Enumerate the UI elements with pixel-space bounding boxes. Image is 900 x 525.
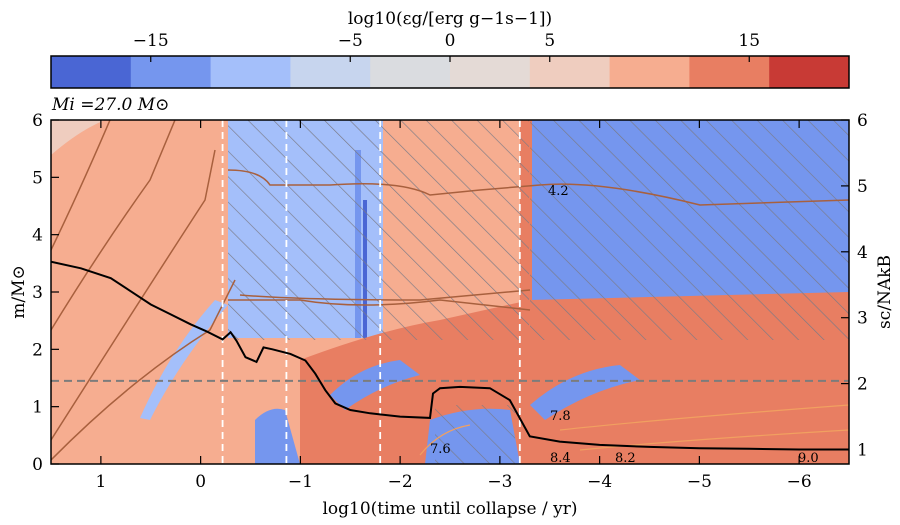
contour-label-2: 7.8 xyxy=(550,409,571,424)
convective-hatch-1 xyxy=(228,120,529,340)
y-left-tick-label: 3 xyxy=(32,283,43,303)
colorbar-swatch xyxy=(689,56,770,88)
cooling-contours xyxy=(419,404,849,456)
colorbar-tick-label: −5 xyxy=(338,31,363,51)
y-axis-right-label: sc/NAkB xyxy=(875,255,895,329)
contour-label-5: 9.0 xyxy=(798,451,819,466)
colorbar-swatch xyxy=(210,56,291,88)
colorbar-swatch xyxy=(290,56,371,88)
y-left-tick-label: 4 xyxy=(32,226,43,246)
x-axis-ticks: 1 0 −1 −2 −3 −4 −5 −6 xyxy=(95,120,812,492)
vertical-dashed-lines xyxy=(221,120,521,464)
colorbar-swatch xyxy=(529,56,611,88)
y-right-tick-label: 3 xyxy=(857,309,868,329)
contour-label-3: 7.6 xyxy=(430,442,451,457)
y-right-tick-label: 6 xyxy=(857,111,868,131)
contour-lines xyxy=(51,120,849,461)
y-right-tick-label: 5 xyxy=(857,177,868,197)
mass-annotation: Mi =27.0 M⊙ xyxy=(51,95,169,115)
y-left-tick-label: 6 xyxy=(32,111,43,131)
colorbar-tick-label: −15 xyxy=(133,31,169,51)
colorbar: −15 −5 0 5 15 log10(εg/[erg g−1s−1]) xyxy=(50,9,850,89)
central-entropy-curve xyxy=(51,260,849,451)
y-axis-left-label: m/M⊙ xyxy=(9,265,29,319)
x-tick-label: −2 xyxy=(388,472,413,492)
plot-area: 4.2 7.8 7.6 8.4 9.0 8.2 xyxy=(51,120,849,466)
region-pale-corner xyxy=(51,120,105,155)
colorbar-swatches xyxy=(51,56,850,88)
x-tick-label: 1 xyxy=(95,472,106,492)
region-lower-blue-1 xyxy=(255,408,300,464)
colorbar-swatch xyxy=(51,56,132,88)
x-tick-label: 0 xyxy=(195,472,206,492)
colorbar-swatch xyxy=(130,56,212,88)
colorbar-swatch xyxy=(450,56,531,88)
region-lower-blue-2 xyxy=(330,360,420,410)
y-right-tick-label: 4 xyxy=(857,243,868,263)
convective-hatch-3 xyxy=(435,405,515,464)
y-left-tick-label: 2 xyxy=(32,340,43,360)
y-right-tick-label: 1 xyxy=(857,441,868,461)
x-tick-label: −3 xyxy=(487,472,512,492)
x-tick-label: −5 xyxy=(687,472,712,492)
colorbar-label: log10(εg/[erg g−1s−1]) xyxy=(348,9,552,29)
contour-label-4: 8.4 xyxy=(550,451,571,466)
x-axis-label: log10(time until collapse / yr) xyxy=(322,499,577,519)
contour-label-6: 8.2 xyxy=(615,451,636,466)
x-tick-label: −1 xyxy=(288,472,313,492)
colorbar-swatch xyxy=(609,56,690,88)
y-axis-right-ticks: 1 2 3 4 5 6 xyxy=(841,111,868,461)
y-left-tick-label: 1 xyxy=(32,398,43,418)
colorbar-swatch xyxy=(370,56,451,88)
colorbar-swatch xyxy=(769,56,850,88)
y-left-tick-label: 5 xyxy=(32,168,43,188)
contour-label-1: 4.2 xyxy=(548,184,569,199)
region-lower-blue-4 xyxy=(530,365,640,420)
colorbar-ticks: −15 −5 0 5 15 xyxy=(133,31,760,62)
y-left-tick-label: 0 xyxy=(32,455,43,475)
colorbar-tick-label: 15 xyxy=(738,31,760,51)
colorbar-tick-label: 0 xyxy=(445,31,456,51)
convective-hatch-2 xyxy=(530,120,849,340)
y-axis-left-ticks: 0 1 2 3 4 5 6 xyxy=(32,111,59,475)
x-tick-label: −4 xyxy=(587,472,612,492)
colorbar-tick-label: 5 xyxy=(544,31,555,51)
y-right-tick-label: 2 xyxy=(857,375,868,395)
x-tick-label: −6 xyxy=(787,472,812,492)
